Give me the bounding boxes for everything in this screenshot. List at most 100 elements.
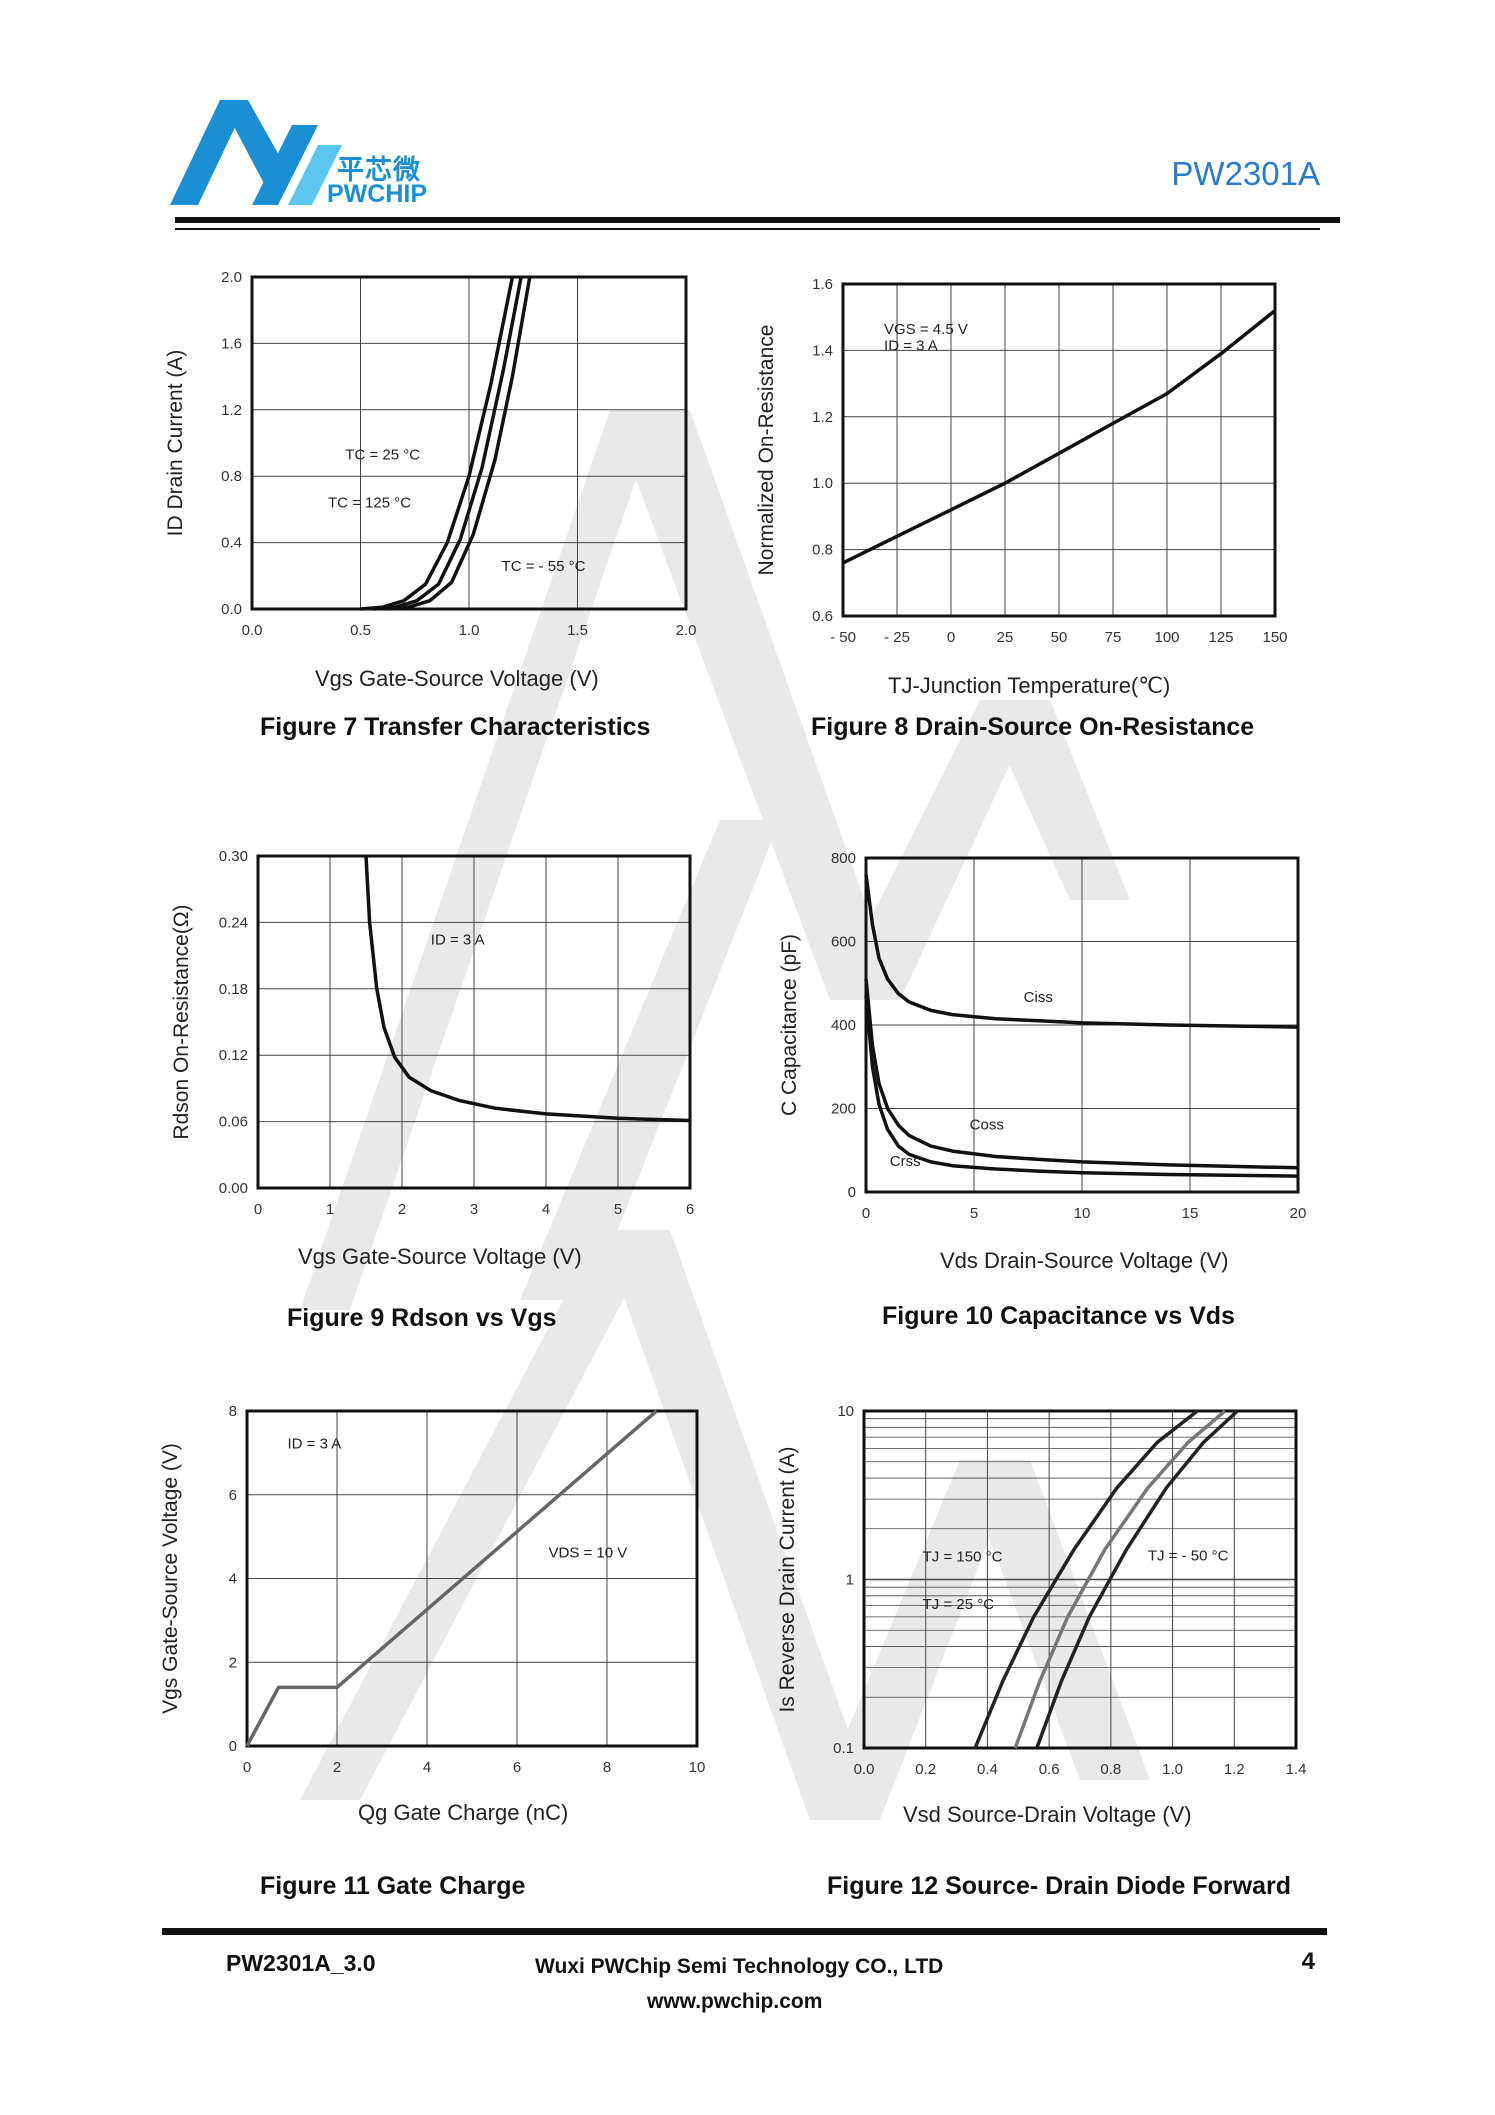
logo-english-name: PWCHIP <box>327 180 427 208</box>
fig9-y-tick-label: 0.00 <box>219 1180 248 1197</box>
fig9-y-tick-label: 0.24 <box>219 914 248 931</box>
fig12-y-axis-title: Is Reverse Drain Current (A) <box>776 1446 799 1712</box>
fig10-annotation: Coss <box>970 1116 1004 1133</box>
figure-11-caption: Figure 11 Gate Charge <box>260 1872 526 1900</box>
fig7-y-tick-label: 0.4 <box>221 535 242 552</box>
figure-9-x-title: Vgs Gate-Source Voltage (V) <box>298 1244 582 1269</box>
fig11-x-tick-label: 6 <box>513 1759 521 1776</box>
fig11-x-tick-label: 10 <box>689 1759 706 1776</box>
figure-9-caption: Figure 9 Rdson vs Vgs <box>287 1304 557 1332</box>
fig7-annotation: TC = 125 °C <box>328 495 411 512</box>
figure-7-caption: Figure 7 Transfer Characteristics <box>260 713 651 741</box>
figure-10-x-title: Vds Drain-Source Voltage (V) <box>940 1248 1229 1273</box>
fig7-x-tick-label: 0.0 <box>242 622 263 639</box>
fig8-y-axis-title: Normalized On-Resistance <box>755 325 778 576</box>
fig7-x-tick-label: 1.5 <box>567 622 588 639</box>
fig7-series-0 <box>360 276 515 611</box>
fig10-plot-frame <box>864 856 1300 1194</box>
fig10-annotation: Crss <box>890 1153 921 1170</box>
fig12-plot-frame <box>862 1409 1298 1750</box>
fig12-x-tick-label: 0.2 <box>915 1761 936 1778</box>
footer-rule <box>162 1928 1327 1935</box>
fig8-x-tick-label: 150 <box>1262 629 1287 646</box>
fig8-annotation: VGS = 4.5 V <box>884 321 968 338</box>
fig8-plot-frame <box>841 282 1277 618</box>
fig8-y-tick-label: 1.0 <box>812 475 833 492</box>
part-number: PW2301A <box>1171 155 1320 192</box>
fig8-x-tick-label: 50 <box>1051 629 1068 646</box>
fig7-annotation: TC = - 55 °C <box>502 558 586 575</box>
fig10-y-tick-label: 400 <box>831 1017 856 1034</box>
fig12-x-tick-label: 0.0 <box>854 1761 875 1778</box>
fig11-series-0 <box>245 1409 658 1747</box>
fig10-x-tick-label: 10 <box>1074 1205 1091 1222</box>
fig12-x-tick-label: 0.4 <box>977 1761 998 1778</box>
fig10-y-axis-title: C Capacitance (pF) <box>778 934 801 1116</box>
fig11-x-tick-label: 0 <box>243 1759 251 1776</box>
fig7-y-tick-label: 1.6 <box>221 335 242 352</box>
header-rule-thin <box>175 228 1320 230</box>
fig11-x-tick-label: 2 <box>333 1759 341 1776</box>
fig9-series-0 <box>364 855 691 1123</box>
fig7-x-tick-label: 1.0 <box>459 622 480 639</box>
page-number: 4 <box>1301 1948 1315 1975</box>
fig8-x-tick-label: 25 <box>997 629 1014 646</box>
fig9-annotation: ID = 3 A <box>431 932 485 949</box>
fig9-y-tick-label: 0.30 <box>219 848 248 865</box>
fig10-x-tick-label: 0 <box>862 1205 870 1222</box>
fig12-x-tick-label: 1.4 <box>1286 1761 1307 1778</box>
fig7-y-tick-label: 2.0 <box>221 269 242 286</box>
fig9-y-tick-label: 0.06 <box>219 1114 248 1131</box>
fig10-series-2 <box>864 995 1299 1178</box>
figure-12-caption: Figure 12 Source- Drain Diode Forward <box>827 1872 1291 1900</box>
fig10-series-1 <box>864 978 1299 1170</box>
fig12-annotation: TJ = 25 °C <box>923 1596 995 1613</box>
fig8-y-tick-label: 0.8 <box>812 542 833 559</box>
fig12-series-2 <box>1035 1409 1239 1749</box>
fig8-x-tick-label: 125 <box>1208 629 1233 646</box>
fig10-y-tick-label: 800 <box>831 850 856 867</box>
fig8-series-0 <box>842 309 1277 565</box>
fig7-y-axis-title: ID Drain Current (A) <box>164 350 187 537</box>
fig7-y-tick-label: 1.2 <box>221 402 242 419</box>
fig8-y-tick-label: 1.4 <box>812 342 833 359</box>
fig7-x-tick-label: 2.0 <box>676 622 697 639</box>
fig11-y-tick-label: 4 <box>229 1571 237 1588</box>
fig9-x-tick-label: 5 <box>614 1201 622 1218</box>
fig9-y-tick-label: 0.12 <box>219 1047 248 1064</box>
logo-chinese-name: 平芯微 <box>337 155 421 185</box>
fig12-series-0 <box>973 1409 1199 1749</box>
fig12-annotation: TJ = - 50 °C <box>1148 1547 1229 1564</box>
fig8-annotation: ID = 3 A <box>884 337 938 354</box>
fig11-y-tick-label: 6 <box>229 1487 237 1504</box>
company-name: Wuxi PWChip Semi Technology CO., LTD <box>535 1955 944 1978</box>
fig9-x-tick-label: 6 <box>686 1201 694 1218</box>
fig8-y-tick-label: 1.2 <box>812 409 833 426</box>
figure-12-x-title: Vsd Source-Drain Voltage (V) <box>903 1802 1192 1827</box>
figure-10-caption: Figure 10 Capacitance vs Vds <box>882 1302 1235 1330</box>
fig9-plot-frame <box>256 854 692 1190</box>
fig12-y-tick-label: 0.1 <box>833 1740 854 1757</box>
fig7-plot-frame <box>250 275 688 611</box>
fig11-plot-frame <box>245 1409 699 1748</box>
fig12-x-tick-label: 1.0 <box>1162 1761 1183 1778</box>
fig8-x-tick-label: - 25 <box>884 629 910 646</box>
fig8-x-tick-label: 0 <box>947 629 955 646</box>
figure-8-x-title: TJ-Junction Temperature(℃) <box>888 673 1171 698</box>
fig11-x-tick-label: 4 <box>423 1759 431 1776</box>
fig12-annotation: TJ = 150 °C <box>923 1548 1003 1565</box>
fig12-y-tick-label: 10 <box>837 1403 854 1420</box>
fig11-y-tick-label: 2 <box>229 1654 237 1671</box>
fig7-series-2 <box>386 276 532 611</box>
fig9-y-tick-label: 0.18 <box>219 981 248 998</box>
fig10-y-tick-label: 200 <box>831 1101 856 1118</box>
fig12-x-tick-label: 1.2 <box>1224 1761 1245 1778</box>
fig10-x-tick-label: 5 <box>970 1205 978 1222</box>
pwchip-logo-icon <box>170 100 342 205</box>
